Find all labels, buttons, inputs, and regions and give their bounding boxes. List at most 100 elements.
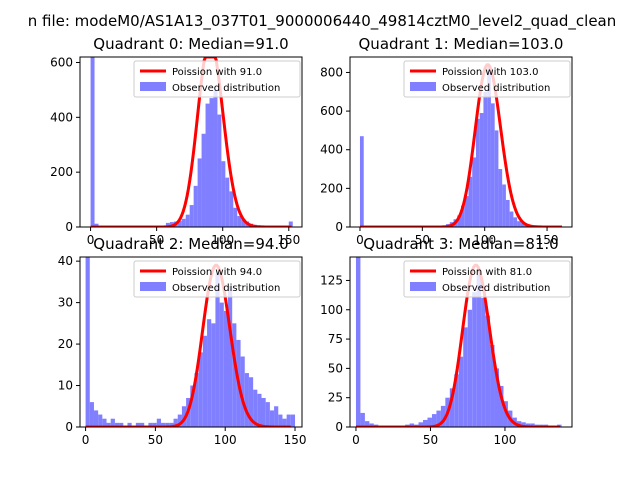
y-tick-label: 600 <box>320 104 343 118</box>
legend-box <box>133 60 301 98</box>
y-tick-label: 30 <box>58 296 73 310</box>
histogram-bar <box>423 419 428 427</box>
histogram-bar <box>505 199 510 227</box>
histogram-bar <box>114 422 120 427</box>
histogram-bar <box>467 309 473 427</box>
legend-label-poisson: Poission with 103.0 <box>442 67 538 78</box>
histogram-bar <box>209 98 214 227</box>
histogram-bar <box>237 216 242 227</box>
histogram-bar <box>217 114 222 227</box>
histogram-bar <box>165 222 170 227</box>
histogram-bar <box>418 422 424 427</box>
histogram-bar <box>223 310 228 427</box>
histogram-bar <box>502 184 506 227</box>
histogram-bar <box>458 356 464 427</box>
histogram-bar <box>197 158 202 227</box>
histogram-bar <box>189 205 194 227</box>
legend-patch-swatch <box>410 82 436 91</box>
legend-label-observed: Observed distribution <box>442 283 550 294</box>
histogram-bar <box>257 393 262 427</box>
histogram-bar <box>228 286 233 427</box>
y-tick-label: 40 <box>58 254 73 268</box>
histogram-bar <box>472 292 477 427</box>
histogram-bar <box>190 385 195 427</box>
legend-label-poisson: Poission with 94.0 <box>172 267 262 278</box>
histogram-bar <box>185 214 190 227</box>
axes-frame <box>79 56 303 228</box>
legend-label-poisson: Poission with 91.0 <box>172 67 262 78</box>
histogram-bar <box>244 373 249 427</box>
axes-frame <box>349 56 573 228</box>
legend-patch-swatch <box>410 282 436 291</box>
legend-patch-swatch <box>140 82 166 91</box>
legend-label-observed: Observed distribution <box>172 83 280 94</box>
histogram-bar <box>135 422 141 427</box>
y-tick-label: 0 <box>65 420 73 434</box>
legend-label-observed: Observed distribution <box>172 283 280 294</box>
subplot-quadrant-2: Quadrant 2: Median=94.00 50 100 15001020304… <box>58 235 307 447</box>
histogram-bar <box>160 422 166 427</box>
histogram-bar <box>436 410 441 427</box>
histogram-bar <box>525 423 531 427</box>
legend-patch-swatch <box>140 282 166 291</box>
histogram-bar <box>483 91 488 227</box>
histogram-bar <box>265 402 270 427</box>
x-tick-label: 150 <box>277 233 300 247</box>
x-tick-label: 0 <box>87 233 95 247</box>
histogram-bar <box>202 335 208 427</box>
histogram-bar <box>198 352 203 427</box>
legend-box <box>133 260 301 298</box>
histogram-bar <box>177 414 182 427</box>
histogram-bar <box>169 422 174 427</box>
y-tick-label: 800 <box>320 65 343 79</box>
histogram-bar <box>213 89 218 227</box>
histogram-bar <box>427 417 432 427</box>
poisson-curve <box>359 63 563 227</box>
x-tick-label: 100 <box>211 233 234 247</box>
histogram-bar <box>487 66 491 227</box>
histogram-bar <box>152 422 157 427</box>
histogram-bar <box>221 161 226 227</box>
x-tick-label: 150 <box>284 433 307 447</box>
x-tick-label: 150 <box>536 233 559 247</box>
histogram-bar <box>498 385 504 427</box>
histogram-bar <box>274 406 279 427</box>
y-tick-label: 400 <box>320 143 343 157</box>
histogram-bar <box>98 414 103 427</box>
histogram-bar <box>102 418 107 427</box>
histogram-bar <box>94 223 99 227</box>
histogram-bar <box>481 298 486 427</box>
y-tick-label: 0 <box>335 220 343 234</box>
histogram-bar <box>360 412 365 427</box>
histogram-bar <box>229 191 234 227</box>
histogram-bar <box>520 223 525 227</box>
histogram-bar <box>93 410 99 427</box>
histogram-bar <box>490 344 495 427</box>
histogram-bar <box>476 274 482 427</box>
histogram-bar <box>253 389 258 427</box>
histogram-bar <box>89 402 94 427</box>
histogram-bar <box>156 418 161 427</box>
x-tick-label: 100 <box>493 433 516 447</box>
histogram-bar <box>127 422 132 427</box>
histogram-bar <box>211 323 216 427</box>
histogram-bar <box>248 377 254 427</box>
legend-box <box>403 60 571 98</box>
y-tick-label: 100 <box>320 303 343 317</box>
histogram-bar <box>490 103 495 227</box>
figure-suptitle: n file: modeM0/AS1A13_037T01_9000006440_… <box>28 12 617 31</box>
histogram-bar <box>225 177 230 227</box>
y-tick-label: 0 <box>335 420 343 434</box>
histogram-bar <box>215 273 220 427</box>
histogram-bar <box>364 421 370 427</box>
histogram-bar <box>240 356 245 427</box>
y-tick-label: 20 <box>58 337 73 351</box>
histogram-bar <box>464 196 469 227</box>
histogram-bar <box>479 113 484 227</box>
x-tick-label: 50 <box>148 433 163 447</box>
histogram-bar <box>498 169 503 227</box>
histogram-bar <box>431 414 437 427</box>
histogram-bar <box>177 220 182 227</box>
subplot-title: Quadrant 2: Median=94.0 <box>93 235 288 253</box>
histogram-bar <box>355 257 361 427</box>
